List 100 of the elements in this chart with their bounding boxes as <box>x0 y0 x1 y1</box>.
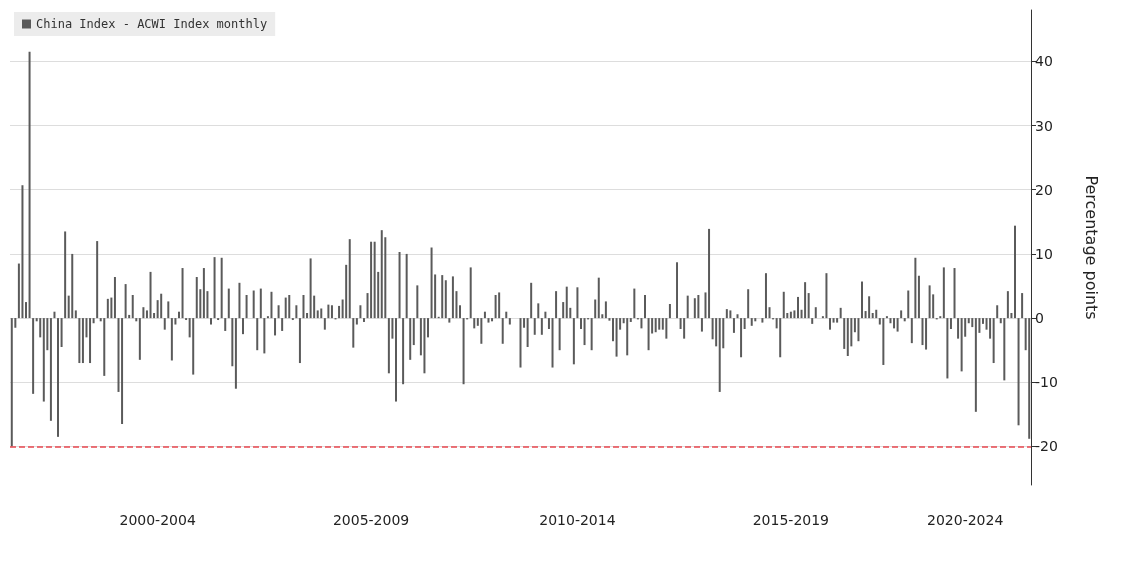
x-tick-label: 2010-2014 <box>539 512 616 528</box>
bar <box>327 304 330 319</box>
bar <box>124 284 127 319</box>
bar <box>807 293 810 319</box>
bar <box>974 318 977 412</box>
bar <box>110 297 113 319</box>
x-tick-label: 2020-2024 <box>927 512 1004 528</box>
bar <box>615 318 618 357</box>
y-tick-label: -10 <box>1035 374 1058 391</box>
y-tick-label: 10 <box>1035 245 1053 262</box>
bar <box>1006 291 1009 319</box>
bar <box>444 280 447 319</box>
bar <box>370 241 373 319</box>
bar <box>274 318 277 336</box>
bar <box>768 307 771 319</box>
bar <box>718 318 721 392</box>
y-axis-title: Percentage points <box>1081 175 1101 320</box>
bar <box>555 291 558 319</box>
bar <box>345 264 348 319</box>
bar <box>732 318 735 333</box>
bar <box>284 297 287 319</box>
bar <box>910 318 913 344</box>
bar <box>925 318 928 350</box>
bar <box>245 295 248 319</box>
bar <box>789 311 792 319</box>
bar <box>224 318 227 331</box>
bar <box>281 318 284 331</box>
bar <box>658 318 661 330</box>
bar <box>893 318 896 329</box>
bar <box>355 318 358 325</box>
bar <box>64 231 67 319</box>
bar <box>558 318 561 351</box>
y-tick-label: 20 <box>1035 181 1053 198</box>
bar <box>579 318 582 330</box>
bar <box>441 275 444 319</box>
bar <box>57 318 60 437</box>
bar <box>71 253 74 319</box>
bar <box>519 318 522 368</box>
bar <box>81 318 84 364</box>
bar <box>626 318 629 356</box>
bar <box>1013 225 1016 319</box>
bar <box>544 311 547 319</box>
bar <box>92 318 95 324</box>
bar <box>387 318 390 374</box>
x-tick-label: 2005-2009 <box>332 512 410 528</box>
bar <box>811 318 814 324</box>
bar <box>487 318 490 323</box>
bar <box>729 310 732 319</box>
bar <box>131 295 134 319</box>
bar <box>565 286 568 319</box>
bar <box>868 296 871 319</box>
bar <box>60 318 63 347</box>
bar <box>295 305 298 319</box>
bar <box>323 318 326 330</box>
bar <box>338 305 341 319</box>
bar <box>668 303 671 319</box>
bar <box>825 273 828 319</box>
bar <box>654 318 657 333</box>
bar <box>960 318 963 372</box>
bar <box>996 305 999 319</box>
bar <box>875 309 878 319</box>
bar <box>796 296 799 319</box>
bar <box>583 318 586 346</box>
bar <box>715 318 718 347</box>
bar <box>448 318 451 323</box>
bar <box>551 318 554 368</box>
bar <box>359 305 362 319</box>
bar <box>562 302 565 319</box>
bar <box>142 307 145 319</box>
bar <box>181 268 184 319</box>
bar <box>942 267 945 319</box>
bar <box>412 318 415 346</box>
bar <box>761 318 764 323</box>
bar <box>604 301 607 319</box>
bar <box>846 318 849 356</box>
bar <box>138 318 141 360</box>
bar <box>590 318 593 351</box>
bar <box>804 282 807 319</box>
bar <box>256 318 259 351</box>
bar <box>416 285 419 319</box>
bar <box>242 318 245 335</box>
bar <box>227 288 230 319</box>
x-tick-label: 2015-2019 <box>752 512 830 528</box>
bar <box>352 318 355 348</box>
bar <box>896 318 899 332</box>
bar <box>594 299 597 319</box>
bar <box>540 318 543 335</box>
y-tick-label: 40 <box>1035 53 1053 70</box>
bar <box>42 318 45 402</box>
bar <box>210 318 212 325</box>
bar <box>572 318 575 365</box>
bar <box>263 318 266 354</box>
bar <box>928 285 931 319</box>
bar <box>704 292 707 319</box>
bar <box>277 305 280 319</box>
bar <box>779 318 782 358</box>
y-tick-label: 30 <box>1035 117 1053 134</box>
bar <box>373 241 376 319</box>
bar <box>234 318 237 389</box>
bar <box>1003 318 1006 381</box>
